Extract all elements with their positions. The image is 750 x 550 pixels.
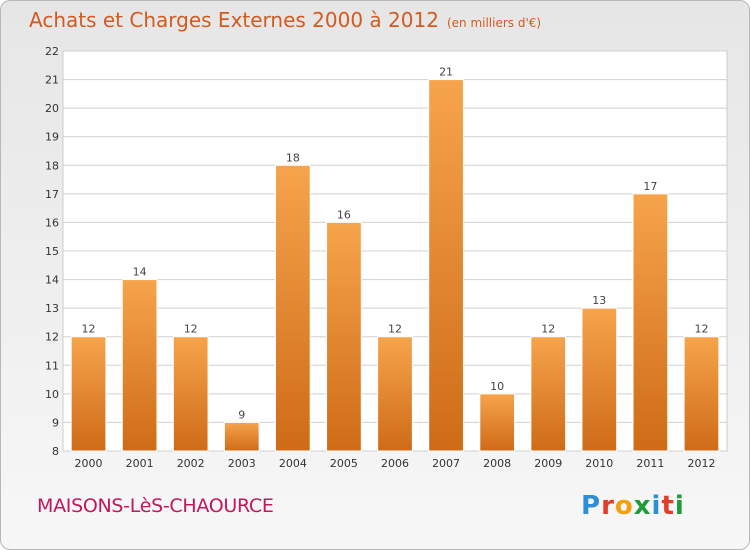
bar-2008 — [479, 393, 516, 452]
bar-2009 — [530, 336, 567, 452]
bar-value-label: 17 — [643, 180, 657, 193]
y-tick-label: 20 — [45, 102, 59, 115]
bar-value-label: 14 — [133, 266, 147, 279]
chart-title: Achats et Charges Externes 2000 à 2012 (e… — [29, 8, 541, 32]
x-tick-label: 2000 — [75, 457, 103, 470]
y-tick-label: 19 — [45, 131, 59, 144]
x-tick-label: 2004 — [279, 457, 307, 470]
y-tick-label: 11 — [45, 359, 59, 372]
y-tick-label: 13 — [45, 302, 59, 315]
bar-2001 — [121, 279, 158, 452]
bar-value-label: 21 — [439, 66, 453, 79]
bar-2010 — [581, 307, 618, 452]
x-tick-label: 2006 — [381, 457, 409, 470]
bar-value-label: 12 — [541, 323, 555, 336]
y-tick-label: 22 — [45, 45, 59, 58]
x-tick-label: 2003 — [228, 457, 256, 470]
bar-value-label: 13 — [592, 294, 606, 307]
y-tick-label: 17 — [45, 188, 59, 201]
bar-2011 — [632, 193, 669, 452]
logo-letter: x — [633, 491, 652, 521]
bar-value-label: 18 — [286, 151, 300, 164]
bars: 12 14 12 9 18 16 12 21 10 12 13 17 12 — [70, 66, 720, 452]
bar-value-label: 12 — [694, 323, 708, 336]
y-tick-label: 18 — [45, 159, 59, 172]
x-tick-label: 2009 — [534, 457, 562, 470]
y-tick-label: 16 — [45, 216, 59, 229]
x-tick-label: 2002 — [177, 457, 205, 470]
bar-2000 — [70, 336, 107, 452]
bar-value-label: 9 — [238, 408, 245, 421]
chart-title-text: Achats et Charges Externes 2000 à 2012 — [29, 8, 439, 32]
y-tick-label: 14 — [45, 274, 59, 287]
y-tick-label: 21 — [45, 74, 59, 87]
x-tick-label: 2001 — [126, 457, 154, 470]
x-tick-label: 2012 — [687, 457, 715, 470]
bar-2003 — [223, 421, 260, 452]
bar-2012 — [683, 336, 720, 452]
y-tick-label: 12 — [45, 331, 59, 344]
y-tick-label: 9 — [52, 416, 59, 429]
x-tick-label: 2011 — [636, 457, 664, 470]
y-tick-label: 15 — [45, 245, 59, 258]
bar-value-label: 12 — [82, 323, 96, 336]
bar-value-label: 12 — [184, 323, 198, 336]
y-tick-label: 10 — [45, 388, 59, 401]
logo-letter: i — [674, 491, 685, 521]
logo-letter: P — [581, 491, 602, 521]
bar-2002 — [172, 336, 209, 452]
bar-2004 — [274, 164, 311, 452]
city-name: MAISONS-LèS-CHAOURCE — [37, 495, 274, 517]
bar-2007 — [428, 79, 464, 452]
y-tick-label: 8 — [52, 445, 59, 458]
bar-value-label: 12 — [388, 323, 402, 336]
chart-subtitle: (en milliers d'€) — [446, 16, 542, 30]
x-axis: 2000 2001 2002 2003 2004 2005 2006 2007 2008 2009… — [75, 457, 716, 470]
logo-letter: t — [661, 491, 675, 521]
bar-2006 — [377, 336, 413, 452]
x-tick-label: 2005 — [330, 457, 358, 470]
x-tick-label: 2008 — [483, 457, 511, 470]
bar-2005 — [326, 221, 362, 452]
y-axis: 8 9 10 11 12 13 14 15 16 17 18 19 20 21 22 — [45, 45, 59, 458]
x-tick-label: 2010 — [585, 457, 613, 470]
x-tick-label: 2007 — [432, 457, 460, 470]
proxiti-logo[interactable]: Proxiti — [581, 491, 685, 521]
logo-letter: r — [601, 491, 615, 521]
logo-letter: o — [614, 491, 634, 521]
logo-letter: i — [651, 491, 662, 521]
bar-value-label: 10 — [490, 380, 504, 393]
bar-value-label: 16 — [337, 208, 351, 221]
